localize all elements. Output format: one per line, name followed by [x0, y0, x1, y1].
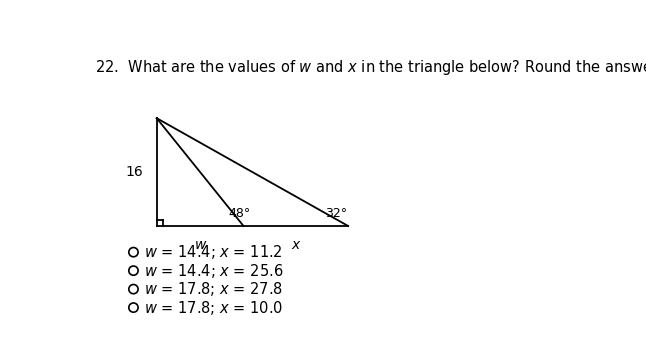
Text: 16: 16	[125, 165, 143, 179]
Text: w: w	[194, 238, 206, 252]
Text: $w$ = 17.8; $x$ = 27.8: $w$ = 17.8; $x$ = 27.8	[143, 280, 282, 298]
Text: 48°: 48°	[228, 207, 250, 220]
Text: 22.  What are the values of $w$ and $x$ in the triangle below? Round the answers: 22. What are the values of $w$ and $x$ i…	[95, 58, 646, 77]
Text: $w$ = 14.4; $x$ = 11.2: $w$ = 14.4; $x$ = 11.2	[143, 243, 282, 261]
Text: 32°: 32°	[325, 207, 347, 220]
Text: $w$ = 17.8; $x$ = 10.0: $w$ = 17.8; $x$ = 10.0	[143, 299, 283, 316]
Text: x: x	[292, 238, 300, 252]
Text: $w$ = 14.4; $x$ = 25.6: $w$ = 14.4; $x$ = 25.6	[143, 262, 283, 280]
